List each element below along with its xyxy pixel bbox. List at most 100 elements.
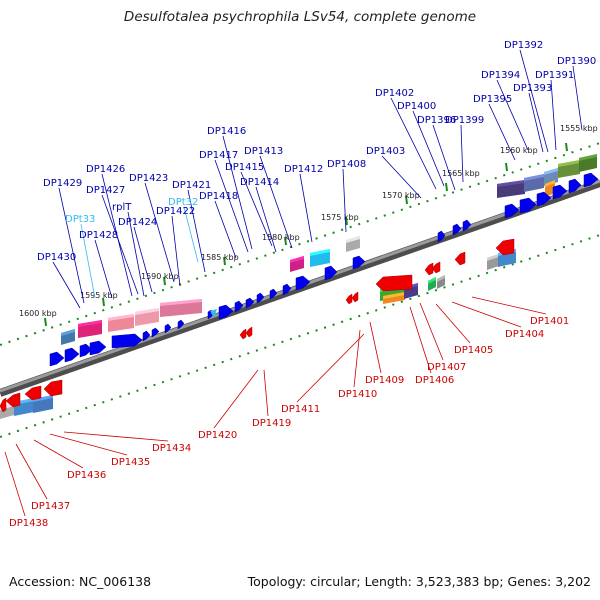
- forward-gene-arrow: [536, 191, 552, 207]
- forward-gene-arrow: [504, 203, 520, 219]
- forward-gene-arrow: [142, 330, 151, 342]
- reverse-label-leader: [63, 431, 169, 442]
- scale-label: 1565 kbp: [442, 169, 480, 178]
- forward-label-leader: [144, 182, 175, 283]
- forward-gene-label: DP1421: [172, 180, 211, 191]
- forward-label-leader: [214, 200, 237, 259]
- forward-gene-arrow: [111, 333, 143, 349]
- reverse-gene-label: DP1437: [31, 501, 70, 512]
- reverse-gene-arrow: [351, 291, 359, 303]
- forward-gene-label: DP1403: [366, 146, 405, 157]
- forward-gene-arrow: [234, 300, 244, 313]
- forward-gene-arrow: [282, 283, 292, 296]
- feature-block-top: [61, 329, 75, 336]
- feature-block-top: [544, 168, 558, 175]
- kbp-labels: 1555 kbp 1560 kbp 1565 kbp 1570 kbp 1575 kbp…: [19, 124, 598, 318]
- forward-label-leader: [381, 155, 422, 199]
- reverse-label-leader: [471, 296, 547, 315]
- forward-label-leader: [127, 211, 145, 297]
- forward-gene-label: DP1423: [129, 173, 168, 184]
- label-leader-lines: [4, 49, 583, 517]
- forward-gene-label: DP1426: [86, 164, 125, 175]
- forward-gene-arrow: [437, 230, 446, 243]
- scale-tick: [44, 317, 47, 327]
- scale-label: 1555 kbp: [560, 124, 598, 133]
- reverse-label-leader: [451, 301, 522, 328]
- scale-label: 1575 kbp: [321, 213, 359, 222]
- reverse-gene-label: DP1401: [530, 316, 569, 327]
- forward-gene-arrow: [462, 219, 472, 232]
- forward-label-leader: [255, 186, 277, 253]
- reverse-gene-arrow: [24, 385, 42, 401]
- kbp-ticks: [44, 142, 568, 327]
- forward-gene-arrow: [64, 347, 80, 363]
- forward-gene-arrow: [583, 172, 599, 188]
- feature-block-top: [33, 395, 53, 402]
- forward-label-leader: [183, 206, 199, 263]
- forward-label-leader: [101, 173, 133, 297]
- forward-label-leader: [299, 173, 313, 243]
- reverse-gene-label: DP1405: [454, 345, 493, 356]
- reverse-gene-label: DP1420: [198, 430, 237, 441]
- forward-label-leader: [259, 155, 293, 249]
- forward-gene-arrow: [164, 323, 172, 334]
- feature-block-top: [545, 180, 555, 187]
- reverse-label-leader: [15, 443, 48, 500]
- forward-gene-label: DP1427: [86, 185, 125, 196]
- forward-label-leader: [214, 159, 249, 253]
- reverse-gene-label: DP1411: [281, 404, 320, 415]
- dotted-scale-lines: [0, 142, 600, 438]
- reverse-gene-label: DP1438: [9, 518, 48, 529]
- feature-block-top: [78, 320, 102, 327]
- outer-dotted-line: [0, 142, 600, 346]
- scale-label: 1560 kbp: [500, 146, 538, 155]
- scale-label: 1580 kbp: [262, 233, 300, 242]
- forward-gene-arrow: [256, 292, 265, 304]
- reverse-gene-label: DP1407: [427, 362, 466, 373]
- scale-tick: [565, 142, 568, 152]
- forward-gene-arrow: [295, 275, 311, 291]
- reverse-gene-label: DP1406: [415, 375, 454, 386]
- forward-gene-arrow: [269, 288, 278, 300]
- scale-tick: [223, 256, 226, 266]
- feature-block-top: [428, 277, 436, 284]
- forward-gene-arrow: [79, 343, 93, 358]
- forward-gene-label: DP1393: [513, 83, 552, 94]
- reverse-gene-label: DP1409: [365, 375, 404, 386]
- forward-gene-arrow: [218, 304, 234, 320]
- forward-gene-label: DP1408: [327, 159, 366, 170]
- gene-labels: DP1392 DP1390 DP1394 DP1391 DP1393 DP1402 DP13…: [9, 40, 596, 529]
- reverse-label-leader: [419, 302, 444, 361]
- reverse-gene-arrow: [375, 274, 413, 292]
- scale-label: 1570 kbp: [382, 191, 420, 200]
- scale-tick: [102, 297, 105, 307]
- forward-label-leader: [171, 215, 181, 287]
- forward-label-leader: [519, 49, 549, 153]
- reverse-gene-arrow: [495, 238, 515, 256]
- reverse-label-leader: [296, 333, 365, 403]
- forward-gene-label: rplT: [112, 202, 132, 213]
- gene-arrows: [0, 172, 599, 413]
- forward-label-leader: [496, 79, 529, 151]
- feature-block-top: [579, 154, 597, 161]
- scale-label: 1590 kbp: [141, 272, 179, 281]
- feature-block-top: [437, 275, 445, 282]
- forward-label-leader: [187, 189, 206, 273]
- feature-block-top: [383, 292, 405, 299]
- forward-gene-arrow: [89, 340, 107, 356]
- forward-label-leader: [342, 168, 347, 233]
- forward-label-leader: [94, 239, 113, 299]
- forward-label-leader: [133, 226, 153, 293]
- reverse-gene-label: DP1435: [111, 457, 150, 468]
- accession-text: Accession: NC_006138: [9, 574, 152, 589]
- reverse-gene-arrow: [454, 251, 466, 266]
- rna-gene-label: DPt32: [168, 197, 198, 208]
- reverse-gene-label: DP1436: [67, 470, 106, 481]
- reverse-label-leader: [213, 369, 259, 429]
- forward-gene-label: DP1430: [37, 252, 76, 263]
- forward-label-leader: [432, 124, 456, 191]
- scale-label: 1585 kbp: [201, 253, 239, 262]
- forward-gene-arrow: [151, 327, 160, 338]
- forward-label-leader: [460, 124, 464, 183]
